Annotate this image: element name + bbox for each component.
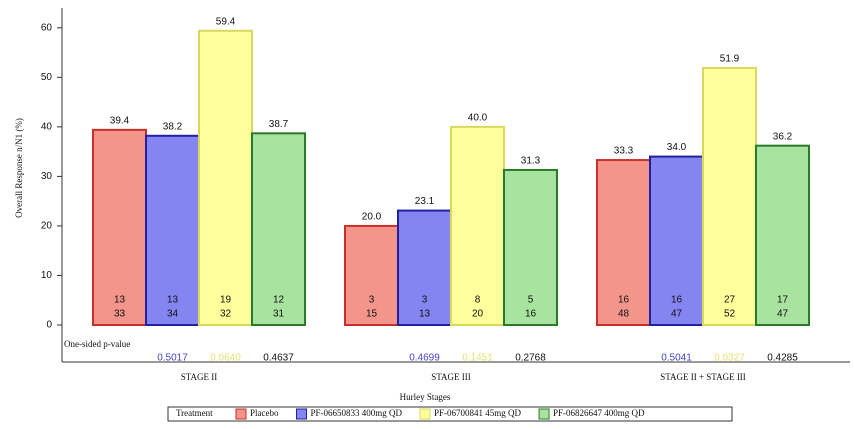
count-n: 12 (273, 295, 285, 306)
legend-swatch (538, 408, 550, 420)
y-tick-label: 60 (41, 22, 53, 33)
bar (397, 209, 452, 326)
legend-label: PF-06700841 45mg QD (434, 408, 522, 418)
count-N: 47 (671, 309, 683, 320)
count-n: 27 (724, 295, 736, 306)
p-value: 0.1451 (462, 353, 493, 364)
p-value: 0.4699 (409, 353, 440, 364)
count-N: 13 (419, 309, 431, 320)
count-n: 3 (422, 295, 428, 306)
count-n: 16 (618, 295, 630, 306)
count-n: 16 (671, 295, 683, 306)
count-n: 13 (114, 295, 126, 306)
y-axis-label: Overall Response n/N1 (%) (14, 118, 24, 218)
bar (755, 144, 810, 326)
legend-label: PF-06826647 400mg QD (553, 408, 645, 418)
count-N: 32 (220, 309, 232, 320)
count-N: 34 (167, 309, 179, 320)
p-value: 0.0640 (210, 353, 241, 364)
bar (198, 29, 253, 327)
legend-swatch (235, 408, 247, 420)
y-tick-label: 50 (41, 72, 53, 83)
value-label: 38.2 (163, 121, 183, 132)
x-tick-label: STAGE III (431, 372, 471, 382)
legend-swatch (296, 408, 307, 420)
x-axis-label: Hurley Stages (400, 392, 451, 402)
p-value: 0.5041 (661, 353, 692, 364)
bar (344, 224, 399, 326)
count-n: 17 (777, 295, 789, 306)
legend-title: Treatment (176, 408, 213, 418)
count-N: 20 (472, 309, 484, 320)
y-tick-label: 40 (41, 122, 53, 133)
value-label: 33.3 (614, 146, 634, 157)
legend-swatch (419, 408, 431, 420)
p-value: 0.2768 (515, 353, 546, 364)
bar (503, 168, 558, 326)
count-n: 3 (369, 295, 375, 306)
value-label: 36.2 (773, 131, 793, 142)
count-N: 16 (525, 309, 537, 320)
value-label: 34.0 (667, 142, 687, 153)
p-value: 0.5017 (157, 353, 188, 364)
count-n: 19 (220, 295, 232, 306)
x-tick-label: STAGE II (181, 372, 218, 382)
value-label: 51.9 (720, 54, 740, 65)
value-label: 39.4 (110, 115, 130, 126)
pvalue-title: One-sided p-value (64, 339, 130, 349)
x-tick-label: STAGE II + STAGE III (660, 372, 746, 382)
value-label: 59.4 (216, 16, 236, 27)
count-n: 13 (167, 295, 179, 306)
y-tick-label: 20 (41, 221, 53, 232)
value-label: 23.1 (415, 196, 435, 207)
bar (450, 125, 505, 326)
value-label: 31.3 (521, 156, 541, 167)
bar (596, 159, 651, 326)
count-N: 47 (777, 309, 789, 320)
p-value: 0.0327 (714, 353, 745, 364)
value-label: 38.7 (269, 119, 289, 130)
y-tick-label: 10 (41, 270, 53, 281)
value-label: 20.0 (362, 212, 382, 223)
bar (251, 132, 306, 326)
value-label: 40.0 (468, 113, 488, 124)
p-value: 0.4637 (263, 353, 294, 364)
count-N: 52 (724, 309, 736, 320)
legend-box (167, 406, 733, 422)
y-tick-label: 0 (46, 320, 52, 331)
count-N: 48 (618, 309, 630, 320)
bar (702, 66, 757, 327)
count-N: 31 (273, 309, 285, 320)
count-n: 8 (475, 295, 481, 306)
p-value: 0.4285 (767, 353, 798, 364)
legend-label: PF-06650833 400mg QD (311, 408, 403, 418)
bar (649, 155, 704, 326)
count-n: 5 (528, 295, 534, 306)
count-N: 33 (114, 309, 126, 320)
y-tick-label: 30 (41, 171, 53, 182)
legend-label: Placebo (250, 408, 279, 418)
count-N: 15 (366, 309, 378, 320)
